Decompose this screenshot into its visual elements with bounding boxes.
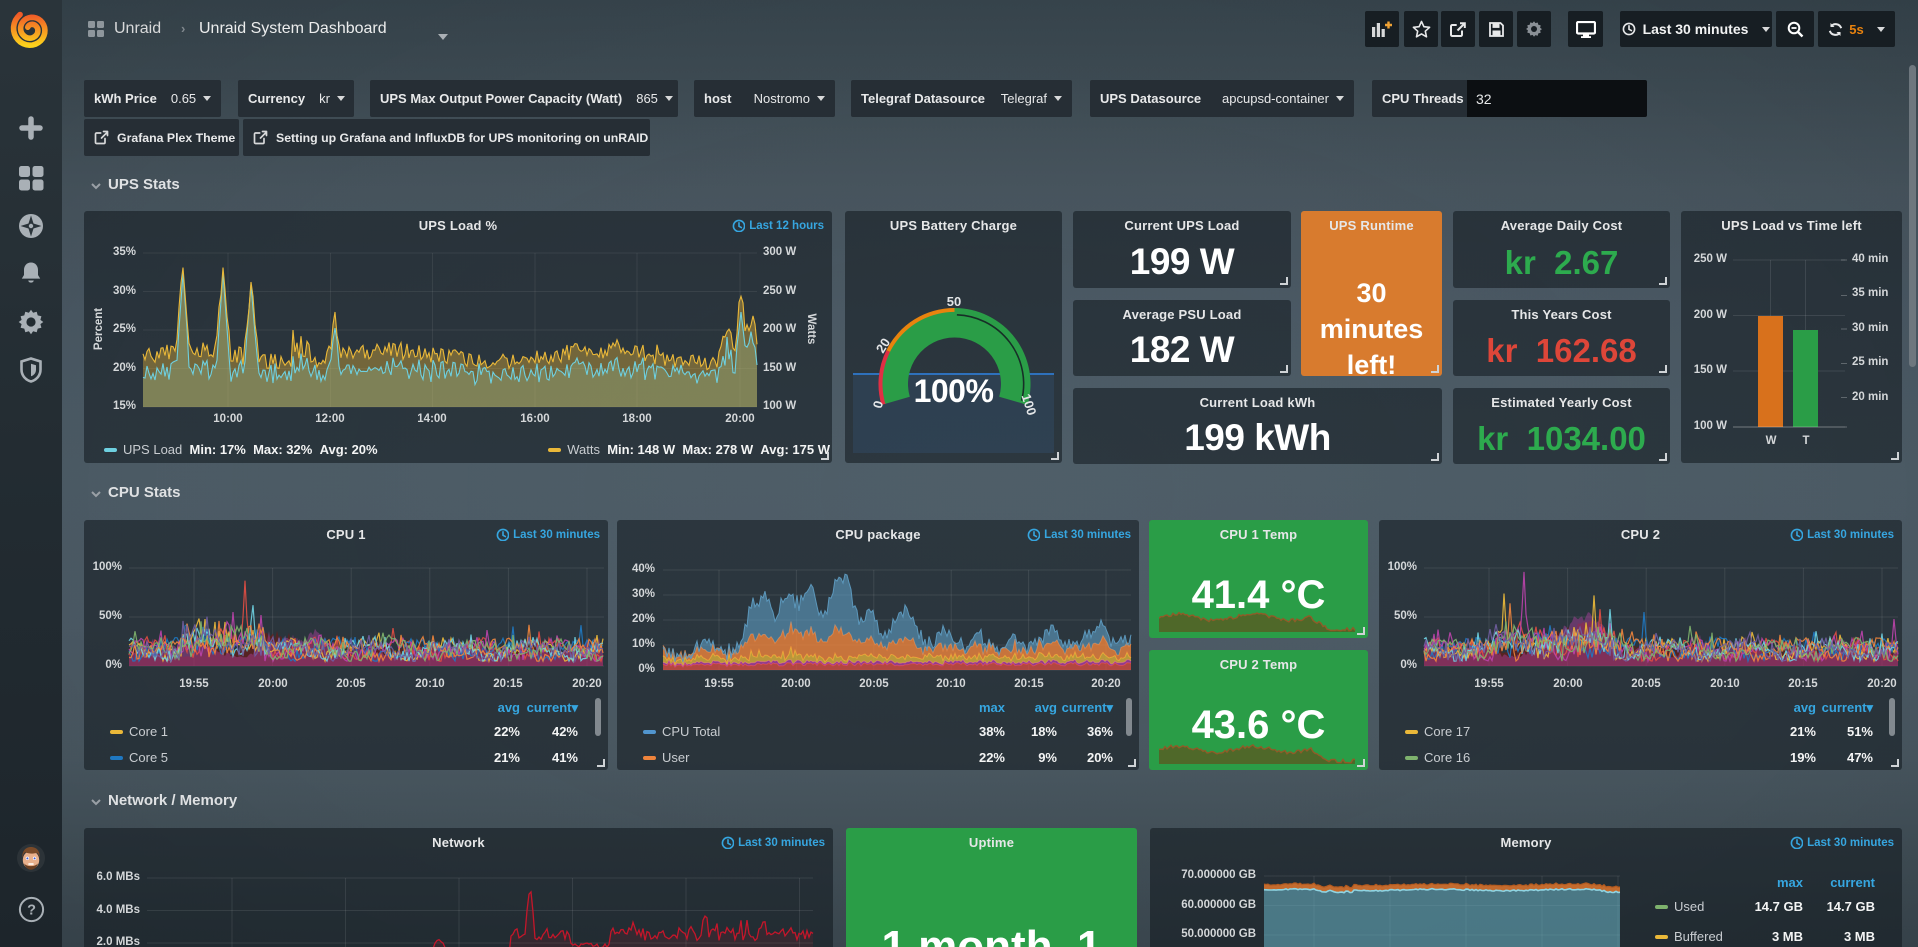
svg-text:?: ? xyxy=(27,903,36,919)
